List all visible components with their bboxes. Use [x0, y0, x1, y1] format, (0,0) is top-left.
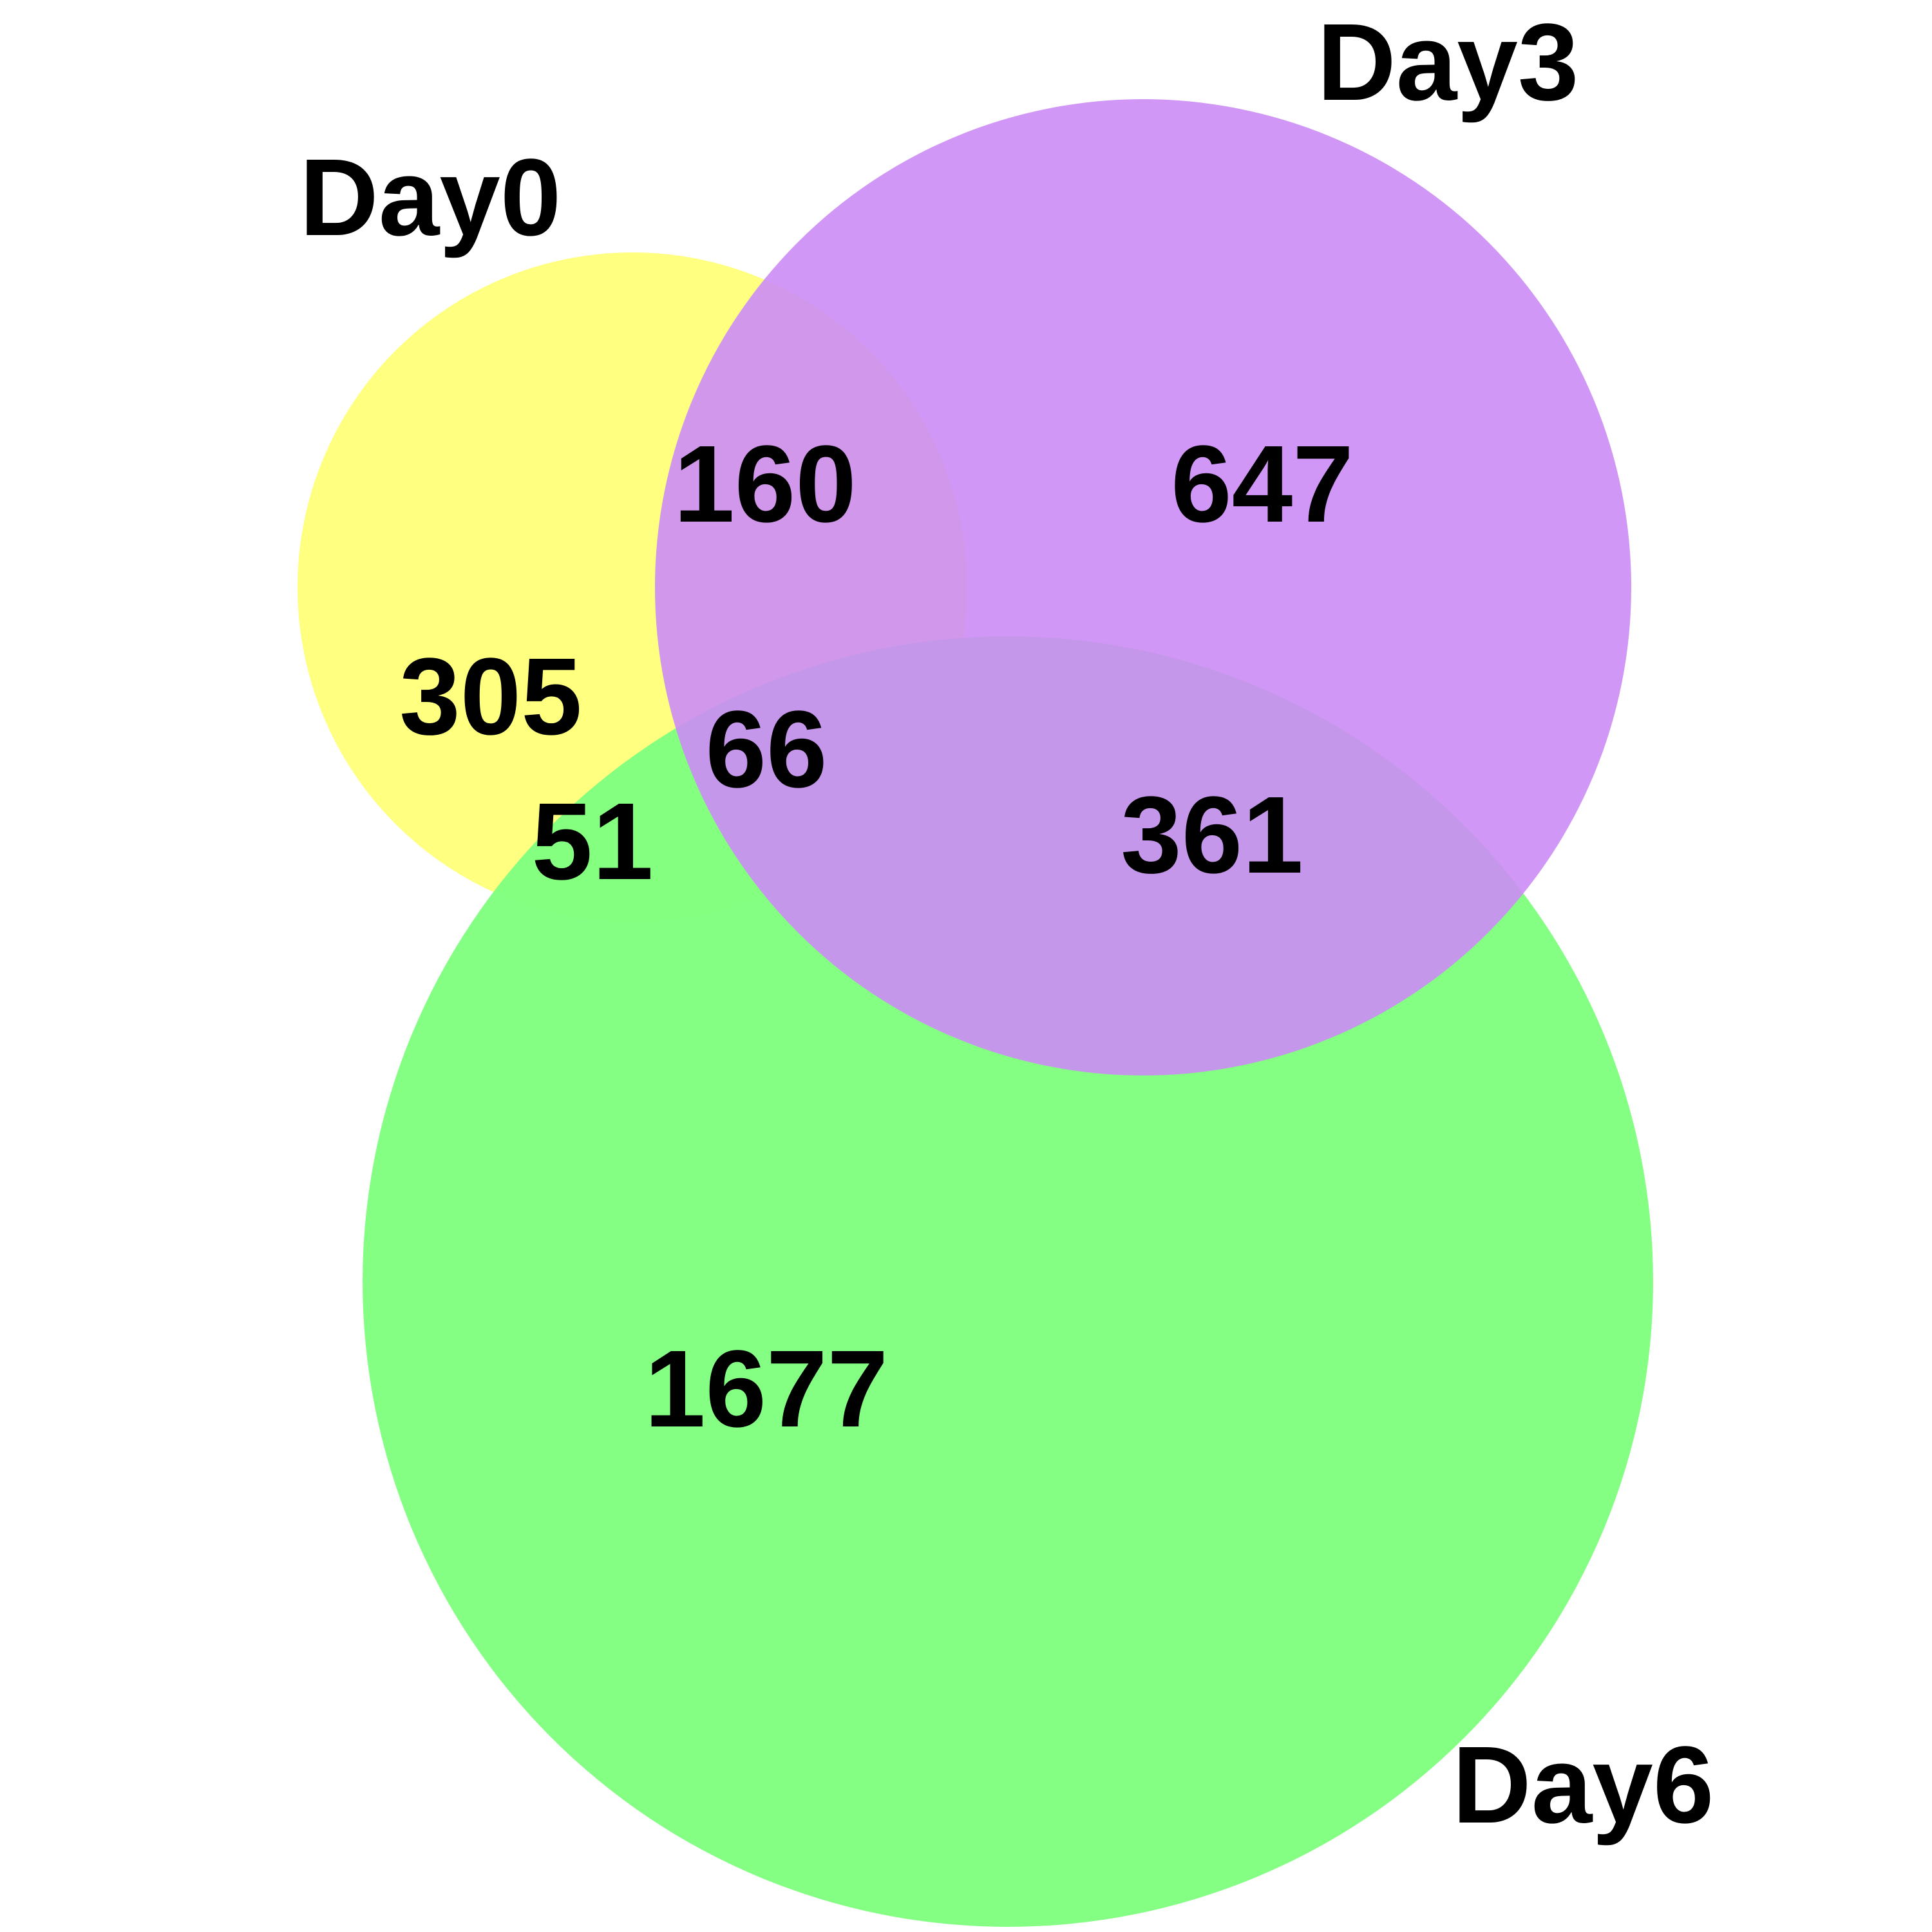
- day3-circle: [655, 99, 1631, 1075]
- day6-set-label: Day6: [1452, 1724, 1714, 1846]
- day0-only-count: 305: [399, 636, 582, 758]
- day0-set-label: Day0: [299, 137, 561, 259]
- day3-only-count: 647: [1171, 423, 1354, 545]
- day0-day3-count: 160: [674, 423, 857, 545]
- day3-set-label: Day3: [1317, 1, 1578, 124]
- day3-day6-count: 361: [1121, 774, 1303, 896]
- day6-only-count: 1677: [645, 1328, 888, 1450]
- all-three-count: 66: [705, 688, 827, 811]
- day0-day6-count: 51: [531, 781, 653, 903]
